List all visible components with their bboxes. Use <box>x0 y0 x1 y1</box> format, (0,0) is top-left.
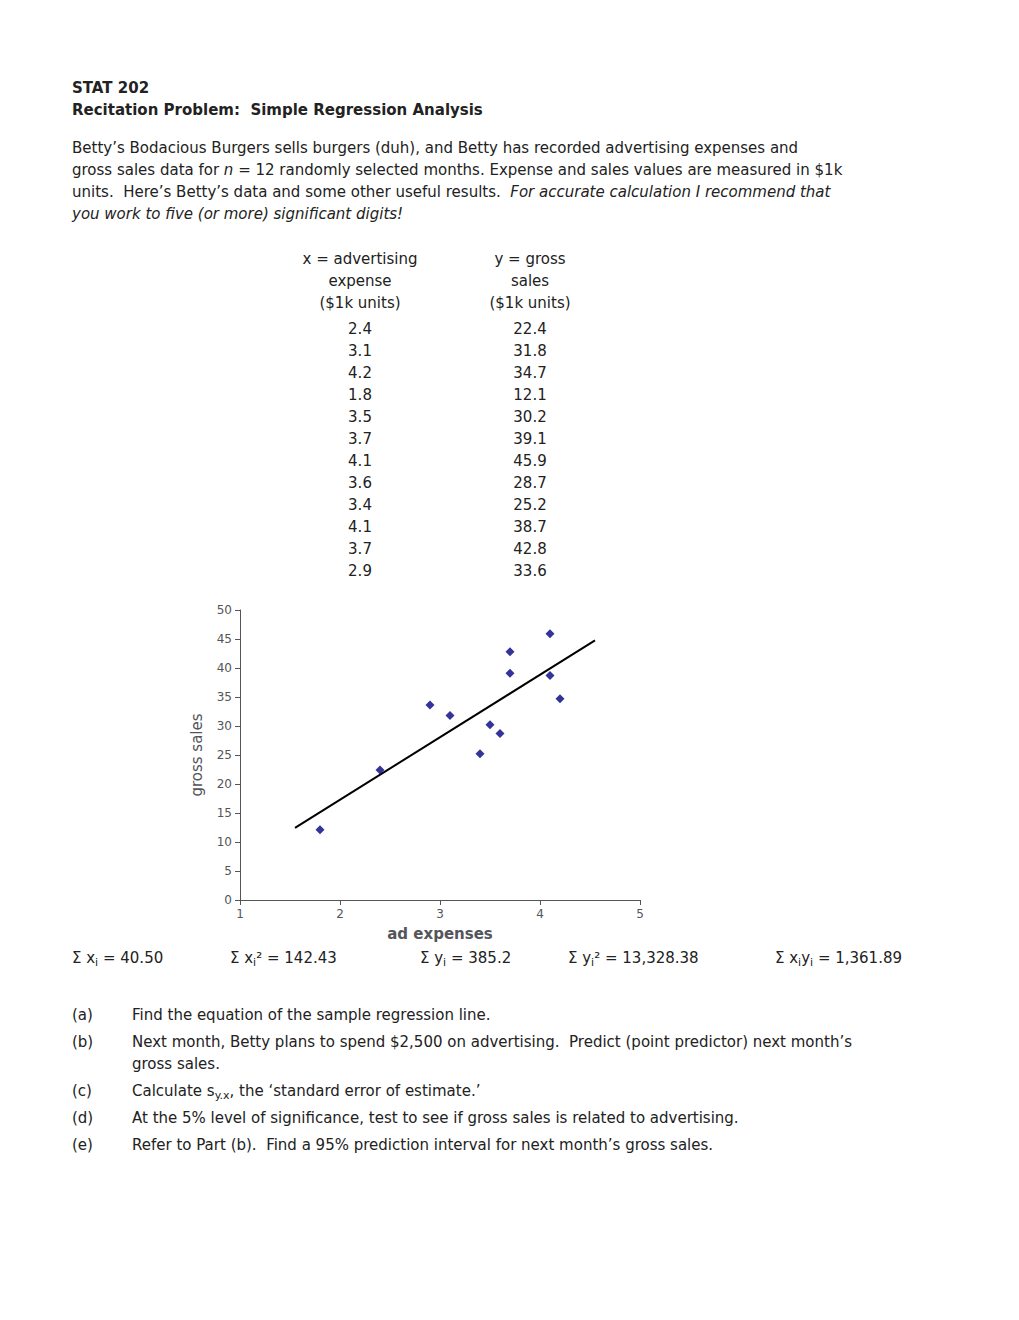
svg-text:3: 3 <box>436 907 444 921</box>
svg-text:5: 5 <box>636 907 644 921</box>
svg-text:40: 40 <box>217 661 232 675</box>
svg-text:i: i <box>810 956 814 969</box>
svg-text:= 12 randomly selected months.: = 12 randomly selected months. Expense a… <box>233 161 842 179</box>
svg-text:ad expenses: ad expenses <box>387 925 493 943</box>
svg-text:(e): (e) <box>72 1136 93 1154</box>
svg-text:Calculate s: Calculate s <box>132 1082 215 1100</box>
svg-text:2: 2 <box>336 907 344 921</box>
svg-text:45.9: 45.9 <box>513 452 546 470</box>
svg-text:2.4: 2.4 <box>348 320 372 338</box>
svg-text:4.2: 4.2 <box>348 364 372 382</box>
svg-text:units. Here’s Betty’s data an: units. Here’s Betty’s data and some othe… <box>72 183 510 201</box>
svg-text:y = gross: y = gross <box>494 250 565 268</box>
svg-text:gross sales: gross sales <box>188 713 206 796</box>
svg-text:y: y <box>801 949 810 967</box>
svg-text:sales: sales <box>511 272 549 290</box>
svg-text:= 1,361.89: = 1,361.89 <box>813 949 902 967</box>
svg-text:3.6: 3.6 <box>348 474 372 492</box>
svg-text:² = 142.43: ² = 142.43 <box>256 949 337 967</box>
svg-text:5: 5 <box>224 864 232 878</box>
svg-text:50: 50 <box>217 603 232 617</box>
svg-text:10: 10 <box>217 835 232 849</box>
svg-text:28.7: 28.7 <box>513 474 546 492</box>
svg-text:12.1: 12.1 <box>513 386 546 404</box>
svg-text:3.5: 3.5 <box>348 408 372 426</box>
svg-text:i: i <box>95 956 99 969</box>
svg-text:Σ y: Σ y <box>568 949 591 967</box>
svg-text:31.8: 31.8 <box>513 342 546 360</box>
svg-text:gross sales.: gross sales. <box>132 1055 220 1073</box>
svg-text:i: i <box>798 956 802 969</box>
svg-text:($1k units): ($1k units) <box>319 294 400 312</box>
svg-text:At the 5% level of significanc: At the 5% level of significance, test to… <box>132 1109 739 1127</box>
svg-text:(d): (d) <box>72 1109 93 1127</box>
svg-text:1.8: 1.8 <box>348 386 372 404</box>
svg-text:, the ‘standard error of estim: , the ‘standard error of estimate.’ <box>230 1082 481 1100</box>
svg-text:3.4: 3.4 <box>348 496 372 514</box>
svg-text:39.1: 39.1 <box>513 430 546 448</box>
svg-text:45: 45 <box>217 632 232 646</box>
svg-text:3.7: 3.7 <box>348 540 372 558</box>
svg-text:i: i <box>591 956 595 969</box>
svg-text:Recitation Problem: Simple Re: Recitation Problem: Simple Regression An… <box>72 101 483 119</box>
svg-text:= 385.2: = 385.2 <box>446 949 511 967</box>
svg-text:Next month, Betty plans to spe: Next month, Betty plans to spend $2,500 … <box>132 1033 852 1051</box>
svg-text:30.2: 30.2 <box>513 408 546 426</box>
svg-text:4.1: 4.1 <box>348 452 372 470</box>
svg-text:Betty’s Bodacious Burgers sell: Betty’s Bodacious Burgers sells burgers … <box>72 139 798 157</box>
svg-text:(c): (c) <box>72 1082 92 1100</box>
svg-text:38.7: 38.7 <box>513 518 546 536</box>
svg-text:gross sales data for: gross sales data for <box>72 161 224 179</box>
svg-text:0: 0 <box>224 893 232 907</box>
svg-text:For accurate calculation I rec: For accurate calculation I recommend tha… <box>510 183 831 201</box>
svg-text:($1k units): ($1k units) <box>489 294 570 312</box>
svg-text:= 40.50: = 40.50 <box>98 949 163 967</box>
svg-text:33.6: 33.6 <box>513 562 546 580</box>
svg-text:(a): (a) <box>72 1006 93 1024</box>
svg-text:2.9: 2.9 <box>348 562 372 580</box>
svg-text:Refer to Part (b). Find a 95%: Refer to Part (b). Find a 95% prediction… <box>132 1136 713 1154</box>
svg-text:² = 13,328.38: ² = 13,328.38 <box>594 949 698 967</box>
svg-text:34.7: 34.7 <box>513 364 546 382</box>
svg-text:15: 15 <box>217 806 232 820</box>
svg-text:y.x: y.x <box>215 1089 230 1102</box>
svg-text:42.8: 42.8 <box>513 540 546 558</box>
svg-text:n: n <box>224 161 234 179</box>
svg-text:4: 4 <box>536 907 544 921</box>
svg-text:22.4: 22.4 <box>513 320 546 338</box>
svg-text:4.1: 4.1 <box>348 518 372 536</box>
svg-text:30: 30 <box>217 719 232 733</box>
svg-text:i: i <box>443 956 447 969</box>
svg-text:i: i <box>253 956 257 969</box>
svg-text:Σ x: Σ x <box>230 949 253 967</box>
svg-text:3.7: 3.7 <box>348 430 372 448</box>
svg-text:35: 35 <box>217 690 232 704</box>
svg-text:3.1: 3.1 <box>348 342 372 360</box>
svg-text:x = advertising: x = advertising <box>302 250 417 268</box>
svg-text:Σ x: Σ x <box>72 949 95 967</box>
svg-text:1: 1 <box>236 907 244 921</box>
svg-text:20: 20 <box>217 777 232 791</box>
svg-text:25: 25 <box>217 748 232 762</box>
svg-text:expense: expense <box>328 272 391 290</box>
svg-text:(b): (b) <box>72 1033 93 1051</box>
svg-text:STAT 202: STAT 202 <box>72 79 149 97</box>
svg-text:Σ y: Σ y <box>420 949 443 967</box>
svg-text:Σ x: Σ x <box>775 949 798 967</box>
svg-text:25.2: 25.2 <box>513 496 546 514</box>
svg-text:Find the equation of the sampl: Find the equation of the sample regressi… <box>132 1006 491 1024</box>
svg-text:you work to five (or more) sig: you work to five (or more) significant d… <box>71 205 403 223</box>
